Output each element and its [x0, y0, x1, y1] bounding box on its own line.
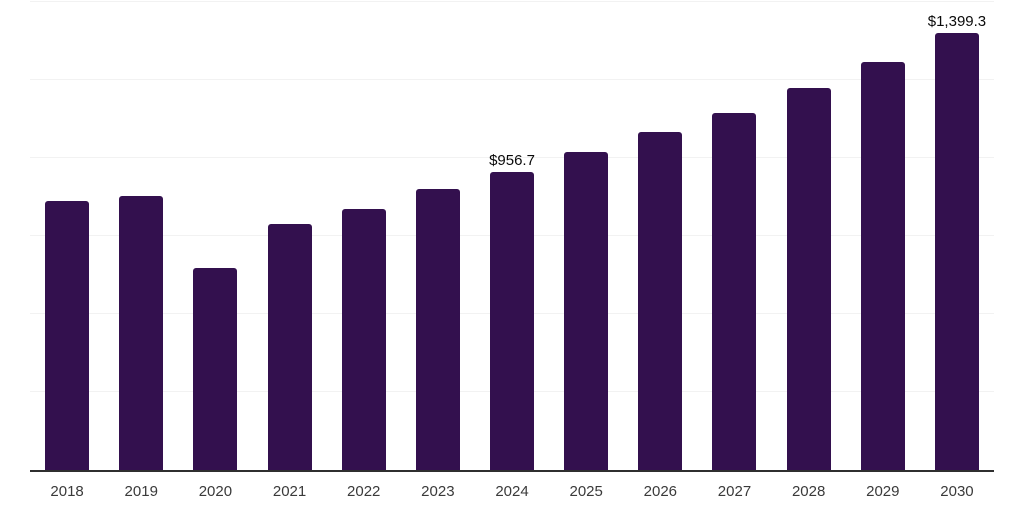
bar-slot-2027	[697, 2, 771, 470]
bar-2024	[490, 171, 535, 470]
bar-slot-2028	[772, 2, 846, 470]
data-label-2030: $1,399.3	[927, 13, 987, 31]
bar-slot-2024: $956.7	[475, 2, 549, 470]
gridline-1000	[30, 157, 994, 159]
bar-2022	[341, 208, 386, 470]
bar-2025	[564, 151, 609, 470]
x-tick-2023: 2023	[421, 483, 455, 500]
bar-slot-2025	[549, 2, 623, 470]
bar-slot-2023	[401, 2, 475, 470]
x-tick-2019: 2019	[124, 483, 158, 500]
x-tick-2024: 2024	[495, 483, 529, 500]
gridline-1250	[30, 79, 994, 80]
gridline-1500	[30, 1, 994, 2]
bar-slot-2029	[846, 2, 920, 470]
bar-2019	[119, 195, 164, 470]
bar-2018	[45, 200, 90, 470]
x-tick-2030: 2030	[940, 483, 974, 500]
x-tick-2020: 2020	[198, 483, 233, 500]
bar-2026	[638, 131, 683, 470]
x-tick-2018: 2018	[50, 483, 84, 500]
data-label-2024: $956.7	[489, 151, 535, 169]
bar-slot-2030: $1,399.3	[920, 2, 994, 470]
bar-2021	[267, 223, 312, 470]
bar-2028	[786, 88, 831, 470]
bars-row: $956.7 $1,399.3	[30, 2, 994, 470]
x-tick-2025: 2025	[569, 483, 603, 500]
bar-slot-2019	[104, 2, 178, 470]
bar-slot-2022	[327, 2, 401, 470]
x-tick-2021: 2021	[272, 483, 307, 500]
bar-2030	[934, 33, 979, 470]
x-tick-2027: 2027	[717, 483, 752, 500]
bar-slot-2026	[623, 2, 697, 470]
bar-2027	[712, 112, 757, 470]
bar-2023	[415, 188, 460, 470]
bar-slot-2018	[30, 2, 104, 470]
x-tick-2029: 2029	[866, 483, 900, 500]
plot-area: $956.7 $1,399.3	[30, 1, 994, 472]
x-tick-2028: 2028	[791, 483, 826, 500]
bar-2029	[860, 61, 905, 470]
bar-slot-2021	[252, 2, 326, 470]
bar-slot-2020	[178, 2, 252, 470]
x-tick-2026: 2026	[643, 483, 678, 500]
bar-2020	[193, 267, 238, 470]
x-tick-2022: 2022	[347, 483, 381, 500]
x-axis-labels: 2018 2019 2020 2021 2022 2023 2024 2025 2026 2027…	[30, 483, 994, 501]
